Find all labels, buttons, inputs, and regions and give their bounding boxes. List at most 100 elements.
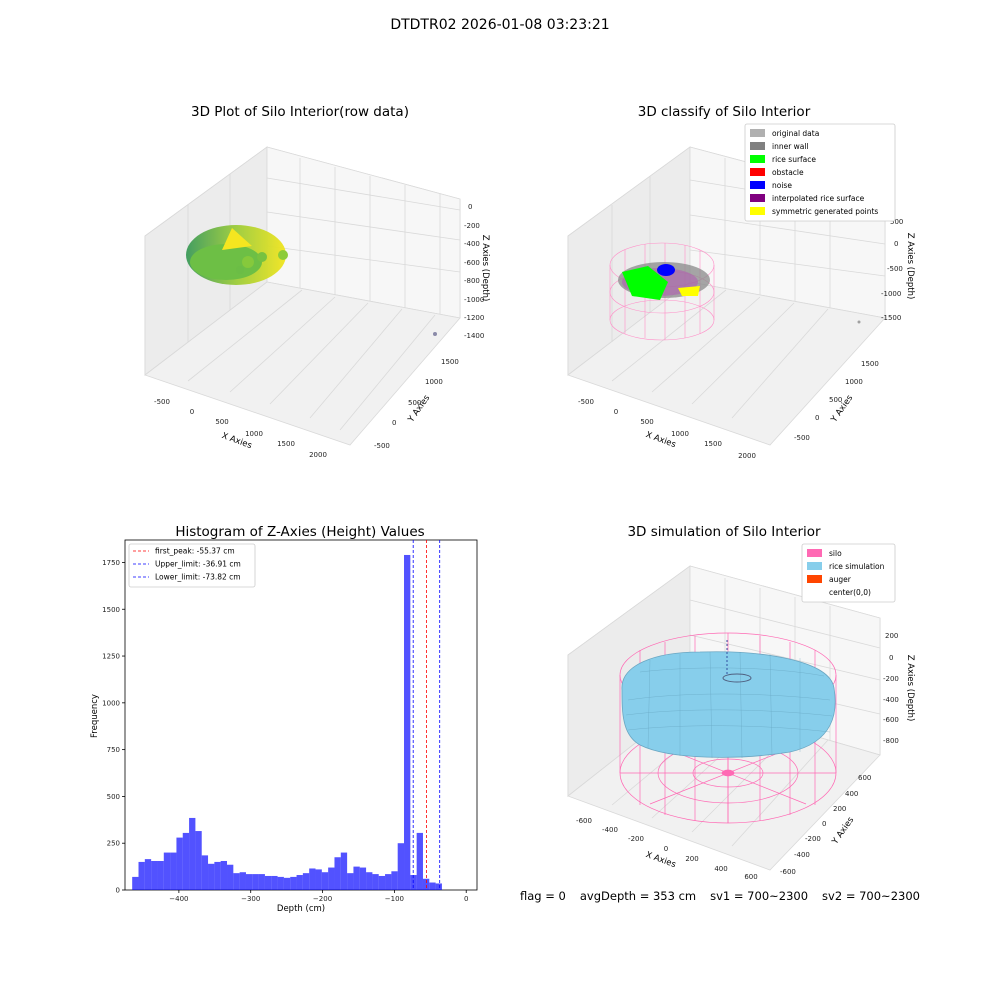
sim-z-tick: -200	[883, 675, 899, 683]
simulation-legend-swatch	[807, 562, 822, 570]
simulation-legend-label: rice simulation	[829, 562, 885, 571]
classify-legend-label: original data	[772, 129, 819, 138]
raw-z-tick: -800	[464, 277, 480, 285]
histogram-bar	[296, 875, 303, 890]
histogram-bar	[290, 876, 297, 890]
panel-raw-data-y-ticks: -500 0 500 1000 1500	[374, 358, 459, 450]
histogram-legend-label: Lower_limit: -73.82 cm	[155, 573, 241, 582]
simulation-legend-label: center(0,0)	[829, 588, 871, 597]
simulation-legend-box	[801, 543, 896, 603]
raw-z-tick: -1000	[464, 296, 484, 304]
classify-point-cloud	[609, 242, 861, 341]
histogram-x-ticks: −400 −300 −200 −100 0	[169, 890, 468, 903]
classify-x-tick: 2000	[738, 452, 756, 460]
raw-z-tick: -400	[464, 240, 480, 248]
histogram-y-tick-label: 0	[116, 887, 120, 895]
histogram-bar	[366, 872, 373, 890]
histogram-x-tick-label: 0	[464, 895, 468, 903]
sim-y-tick: -400	[794, 851, 810, 859]
classify-legend-label: noise	[772, 181, 792, 190]
classify-legend-swatch	[750, 142, 765, 150]
sim-z-axis-label: Z Axies (Depth)	[905, 655, 915, 722]
histogram-bar	[385, 874, 392, 890]
histogram-y-tick-label: 500	[107, 793, 120, 801]
histogram-x-tick-label: −100	[385, 895, 404, 903]
raw-z-tick: -600	[464, 259, 480, 267]
histogram-bar	[227, 864, 234, 890]
sim-x-tick: 600	[744, 873, 757, 881]
panel-classify-title: 3D classify of Silo Interior	[638, 104, 811, 120]
histogram-bar	[264, 875, 272, 890]
sim-x-tick: -400	[602, 826, 618, 834]
raw-x-tick: 500	[215, 418, 228, 426]
simulation-title: 3D simulation of Silo Interior	[627, 524, 821, 540]
sim-y-axis-label: Y Axies	[830, 815, 857, 847]
classify-x-tick: 1500	[704, 440, 722, 448]
classify-z-tick: 0	[894, 240, 898, 248]
sim-z-tick: 0	[889, 654, 893, 662]
histogram-bar	[321, 872, 329, 890]
sim-y-tick: 600	[858, 774, 871, 782]
classify-legend-label: obstacle	[772, 168, 804, 177]
classify-x-tick: 0	[614, 408, 618, 416]
histogram-bar	[245, 874, 253, 890]
histogram-y-tick-label: 1500	[102, 606, 120, 614]
simulation-legend-label: silo	[829, 549, 842, 558]
histogram-bar	[182, 832, 190, 890]
histogram-bar	[378, 875, 386, 890]
raw-y-tick: 0	[392, 419, 396, 427]
histogram-legend-label: Upper_limit: -36.91 cm	[155, 560, 241, 569]
histogram-bar	[397, 843, 405, 890]
histogram-bars	[132, 554, 442, 890]
histogram-bar	[176, 837, 183, 890]
raw-x-tick: 2000	[309, 451, 327, 459]
histogram-title: Histogram of Z-Axies (Height) Values	[175, 524, 424, 540]
panel-raw-data: 3D Plot of Silo Interior(row data)	[144, 104, 490, 459]
histogram-y-tick-label: 750	[107, 746, 120, 754]
classify-legend: original data inner wall rice surface obsta…	[744, 123, 896, 222]
raw-y-tick: 1500	[441, 358, 459, 366]
classify-y-tick: -500	[794, 434, 810, 442]
classify-y-tick: 500	[829, 396, 842, 404]
raw-x-tick: 1000	[245, 430, 263, 438]
panel-raw-data-z-ticks: 0 -200 -400 -600 -800 -1000 -1200 -1400	[464, 203, 484, 340]
classify-x-tick: -500	[578, 398, 594, 406]
raw-z-tick: -1400	[464, 332, 484, 340]
histogram-bar	[315, 869, 322, 890]
classify-x-tick: 500	[640, 418, 653, 426]
classify-legend-label: symmetric generated points	[772, 207, 878, 216]
histogram-bar	[163, 852, 171, 890]
panel-simulation-x-ticks: -600 -400 -200 0 200 400 600	[576, 817, 758, 881]
histogram-bar	[138, 861, 145, 890]
classify-legend-label: interpolated rice surface	[772, 194, 865, 203]
histogram-bar	[347, 873, 354, 890]
classify-y-tick: 1500	[861, 360, 879, 368]
histogram-bar	[359, 867, 367, 890]
classify-z-tick: -500	[887, 265, 903, 273]
histogram-bar	[144, 859, 152, 890]
sim-x-tick: 0	[664, 845, 668, 853]
classify-z-tick: 500	[890, 218, 903, 226]
histogram-legend-box	[128, 543, 256, 588]
raw-z-tick: 0	[468, 203, 472, 211]
histogram-bar	[422, 878, 430, 890]
sim-y-tick: 0	[822, 820, 826, 828]
histogram-bar	[252, 874, 259, 890]
simulation-legend: silo rice simulation auger center(0,0)	[801, 543, 896, 603]
histogram-bar	[189, 817, 196, 890]
panel-raw-data-box	[144, 146, 461, 446]
classify-legend-swatch	[750, 194, 765, 202]
histogram-y-tick-label: 250	[107, 840, 120, 848]
histogram-bar	[151, 860, 158, 890]
sv1-readout: sv1 = 700~2300	[710, 889, 809, 903]
raw-x-tick: 0	[190, 408, 194, 416]
histogram-bar	[391, 871, 398, 890]
histogram-bar	[195, 831, 202, 890]
simulation-legend-label: auger	[829, 575, 852, 584]
panel-simulation-z-ticks: 200 0 -200 -400 -600 -800	[883, 632, 899, 745]
panel-simulation: 3D simulation of Silo Interior	[567, 524, 915, 881]
classify-legend-box	[744, 123, 896, 222]
sim-x-tick: 200	[685, 855, 698, 863]
histogram-bar	[328, 867, 335, 890]
